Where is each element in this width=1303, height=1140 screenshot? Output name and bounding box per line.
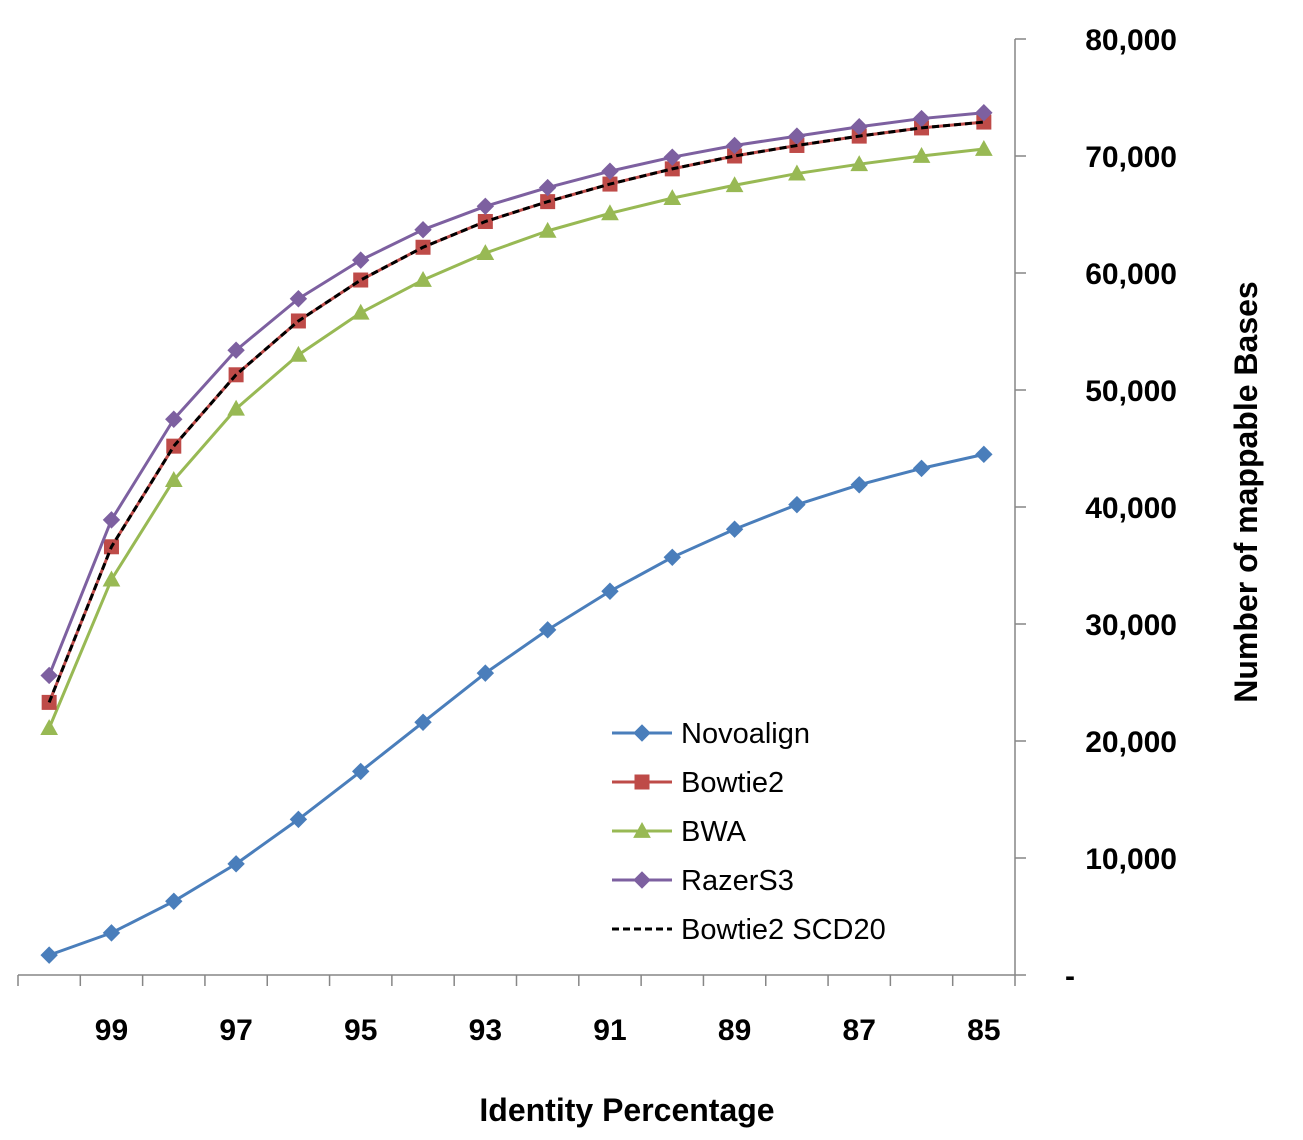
data-point-bwa <box>476 244 495 261</box>
legend-label-bowtie2-scd20: Bowtie2 SCD20 <box>681 914 886 946</box>
series-razers3 <box>40 104 993 685</box>
data-point-razers3 <box>227 341 245 359</box>
data-point-bwa <box>289 345 308 362</box>
y-tick-label: 30,000 <box>1085 609 1177 642</box>
x-tick-label: 93 <box>469 1014 502 1047</box>
series-line-bowtie2-scd20 <box>47 120 984 703</box>
data-point-razers3 <box>352 251 370 269</box>
legend-marker-novoalign <box>633 724 651 742</box>
data-point-razers3 <box>40 666 58 685</box>
series-bowtie2-scd20 <box>47 120 984 703</box>
x-tick-label: 99 <box>95 1014 128 1047</box>
data-point-novoalign <box>476 664 495 682</box>
series-line-bowtie2 <box>47 120 984 703</box>
x-tick-label: 95 <box>344 1014 377 1047</box>
x-axis-title: Identity Percentage <box>479 1092 774 1128</box>
legend-label-bwa: BWA <box>681 816 747 848</box>
data-point-bwa <box>538 221 557 238</box>
series-line-bwa <box>47 147 985 729</box>
series-layer <box>40 104 993 964</box>
series-novoalign <box>40 445 993 964</box>
x-tick-label: 89 <box>718 1014 751 1047</box>
data-point-razers3 <box>725 136 744 155</box>
data-point-novoalign <box>663 548 681 567</box>
data-point-bwa <box>850 155 869 172</box>
data-point-bwa <box>164 471 183 487</box>
data-point-bwa <box>788 164 806 181</box>
data-point-novoalign <box>788 495 806 514</box>
data-point-bwa <box>102 570 121 587</box>
y-axis-title: Number of mappable Bases <box>1228 281 1264 702</box>
series-bowtie2 <box>41 114 992 710</box>
data-point-bwa <box>601 204 619 221</box>
data-point-razers3 <box>663 148 681 166</box>
y-tick-label: 50,000 <box>1085 375 1177 408</box>
data-point-novoalign <box>165 892 183 910</box>
y-tick-label: 40,000 <box>1085 492 1177 525</box>
series-bwa <box>40 139 993 736</box>
data-point-novoalign <box>414 713 432 731</box>
y-tick-label: 20,000 <box>1085 726 1177 759</box>
legend: Novoalign Bowtie2 BWA RazerS3 Bowtie2 SCD20 <box>612 718 886 946</box>
data-point-novoalign <box>40 946 58 964</box>
legend-marker-bwa <box>633 821 651 838</box>
legend-label-novoalign: Novoalign <box>681 718 810 750</box>
legend-marker-bowtie2 <box>634 774 650 790</box>
data-point-razers3 <box>476 197 495 216</box>
data-point-novoalign <box>975 445 993 464</box>
legend-item-bowtie2-scd20: Bowtie2 SCD20 <box>612 914 886 946</box>
y-tick-label: 10,000 <box>1085 843 1177 876</box>
data-point-razers3 <box>975 104 993 122</box>
data-point-novoalign <box>352 762 370 781</box>
legend-item-novoalign: Novoalign <box>612 718 810 750</box>
data-point-razers3 <box>601 162 619 180</box>
data-point-razers3 <box>102 511 121 529</box>
data-point-novoalign <box>725 520 744 538</box>
data-point-bwa <box>351 303 370 320</box>
data-point-novoalign <box>102 924 121 942</box>
x-tick-label: 97 <box>219 1014 252 1047</box>
data-point-bwa <box>912 146 931 163</box>
data-point-bwa <box>974 139 993 156</box>
legend-marker-razers3 <box>633 871 651 889</box>
legend-label-bowtie2: Bowtie2 <box>681 767 784 799</box>
data-point-bwa <box>663 189 682 206</box>
y-tick-label: - <box>1065 960 1075 993</box>
x-tick-label: 87 <box>843 1014 876 1047</box>
data-point-razers3 <box>414 221 432 239</box>
legend-label-razers3: RazerS3 <box>681 865 794 897</box>
data-point-novoalign <box>912 459 931 478</box>
data-point-bwa <box>40 719 59 736</box>
series-line-razers3 <box>47 111 984 677</box>
data-point-razers3 <box>538 178 557 197</box>
y-tick-label: 80,000 <box>1085 24 1177 57</box>
axes: 99 97 95 93 91 89 87 85 - 10,000 20,000 30,000 40,00… <box>17 24 1177 1047</box>
data-point-bwa <box>725 176 744 193</box>
data-point-razers3 <box>165 410 183 428</box>
y-tick-label: 70,000 <box>1085 141 1177 174</box>
legend-item-bwa: BWA <box>612 816 747 848</box>
data-point-novoalign <box>850 476 868 494</box>
x-tick-label: 91 <box>593 1014 626 1047</box>
data-point-novoalign <box>227 855 245 873</box>
data-point-bwa <box>414 270 432 287</box>
data-point-novoalign <box>289 810 308 829</box>
x-tick-label: 85 <box>967 1014 1000 1047</box>
y-tick-label: 60,000 <box>1085 258 1177 291</box>
data-point-novoalign <box>601 582 619 600</box>
legend-item-razers3: RazerS3 <box>612 865 794 897</box>
data-point-razers3 <box>289 290 308 308</box>
legend-item-bowtie2: Bowtie2 <box>612 767 784 799</box>
data-point-novoalign <box>538 621 557 639</box>
data-point-bwa <box>227 399 245 416</box>
series-line-novoalign <box>48 452 985 957</box>
